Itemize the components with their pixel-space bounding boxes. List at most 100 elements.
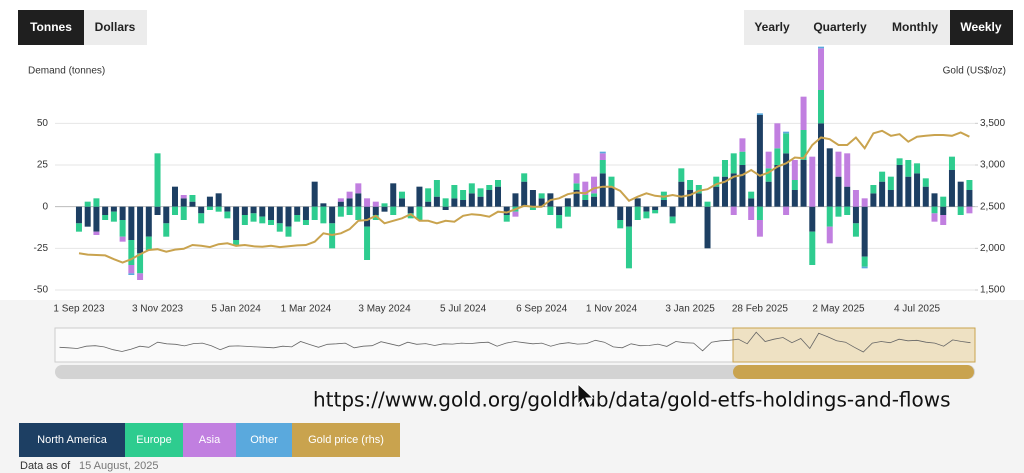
bar-segment (818, 123, 825, 207)
bar-segment (739, 138, 746, 152)
yearly-button[interactable]: Yearly (754, 20, 790, 34)
bar-segment (102, 206, 109, 215)
bar-segment (896, 165, 903, 207)
bar-segment (896, 158, 903, 165)
bar-segment (433, 196, 440, 207)
bar-segment (721, 176, 728, 207)
bar-segment (940, 196, 947, 207)
bar-segment (730, 206, 737, 215)
bar-segment (765, 181, 772, 207)
bar-segment (774, 165, 781, 207)
bar-segment (154, 153, 161, 207)
bar-segment (879, 171, 886, 182)
bar-segment (425, 188, 432, 202)
scrollbar-thumb[interactable] (733, 365, 974, 379)
bar-segment (652, 210, 659, 214)
legend-button[interactable] (125, 423, 183, 457)
bar-segment (783, 153, 790, 207)
bar-segment (390, 183, 397, 207)
bar-segment (145, 206, 152, 237)
legend-button[interactable] (292, 423, 400, 457)
bar-segment (171, 186, 178, 207)
bar-segment (739, 151, 746, 165)
bar-segment (320, 203, 327, 207)
bar-segment (599, 151, 606, 154)
bar-segment (591, 193, 598, 197)
bar-segment (695, 185, 702, 194)
quarterly-button[interactable]: Quarterly (813, 20, 867, 34)
bar-segment (372, 206, 379, 215)
legend-label: Gold price (rhs) (308, 434, 384, 446)
bar-segment (241, 206, 248, 215)
tonnes-label: Tonnes (30, 20, 72, 34)
navigator (54, 327, 976, 379)
bar-segment (582, 200, 589, 207)
bar-segment (870, 193, 877, 207)
bar-segment (250, 206, 257, 214)
bar-segment (364, 226, 371, 260)
weekly-button[interactable] (950, 10, 1013, 45)
bar-segment (180, 198, 187, 207)
bar-segment (643, 206, 650, 212)
bar-segment (93, 206, 100, 232)
bar-segment (93, 198, 100, 207)
legend-button[interactable] (183, 423, 236, 457)
bar-segment (818, 48, 825, 90)
bar-segment (215, 206, 222, 212)
bar-segment (591, 176, 598, 194)
bar-segment (337, 206, 344, 217)
bar-segment (966, 190, 973, 207)
footer-date: 15 August, 2025 (79, 460, 159, 472)
bar-segment (835, 206, 842, 217)
bar-segment (294, 215, 301, 222)
bar-segment (617, 220, 624, 229)
bar-segment (460, 200, 467, 207)
bar-segment (495, 180, 502, 187)
bar-segment (276, 206, 283, 224)
bar-segment (102, 215, 109, 220)
y2-tick-label: 2,000 (980, 243, 1005, 254)
y-tick-label: 0 (42, 201, 48, 212)
bar-segment (311, 206, 318, 220)
bar-segment (538, 193, 545, 199)
bar-segment (75, 223, 82, 232)
bar-segment (110, 211, 117, 222)
legend-label: Asia (199, 434, 221, 446)
bar-segment (652, 206, 659, 210)
period-bar (744, 10, 950, 45)
tonnes-button[interactable] (18, 10, 84, 45)
bar-segment (355, 206, 362, 220)
bar-segment (346, 206, 353, 215)
bar-segment (163, 223, 170, 237)
bar-segment (564, 206, 571, 217)
bar-segment (268, 220, 275, 225)
bar-segment (198, 213, 205, 224)
bar-segment (128, 265, 135, 274)
bar-segment (940, 215, 947, 225)
bar-segment (163, 206, 170, 224)
footer-label: Data as of (20, 460, 71, 472)
bar-segment (852, 190, 859, 207)
bar-segment (573, 190, 580, 207)
bar-segment (93, 231, 100, 235)
bar-segment (119, 206, 126, 220)
bar-segment (914, 163, 921, 174)
x-tick-label: 1 Nov 2024 (586, 304, 638, 315)
bar-segment (364, 206, 371, 227)
navigator-selection[interactable] (732, 327, 976, 363)
bar-segment (416, 206, 423, 220)
dollars-button[interactable] (84, 10, 147, 45)
legend-button[interactable] (19, 423, 125, 457)
bar-segment (390, 206, 397, 215)
bar-segment (355, 193, 362, 207)
monthly-button[interactable]: Monthly (892, 20, 938, 34)
bar-segment (451, 185, 458, 199)
bar-segment (407, 213, 414, 219)
bar-segment (433, 180, 440, 197)
bar-segment (573, 173, 580, 184)
bar-segment (721, 160, 728, 177)
bar-segment (695, 193, 702, 207)
legend-button[interactable] (236, 423, 292, 457)
bar-segment (844, 186, 851, 207)
bar-segment (835, 176, 842, 207)
